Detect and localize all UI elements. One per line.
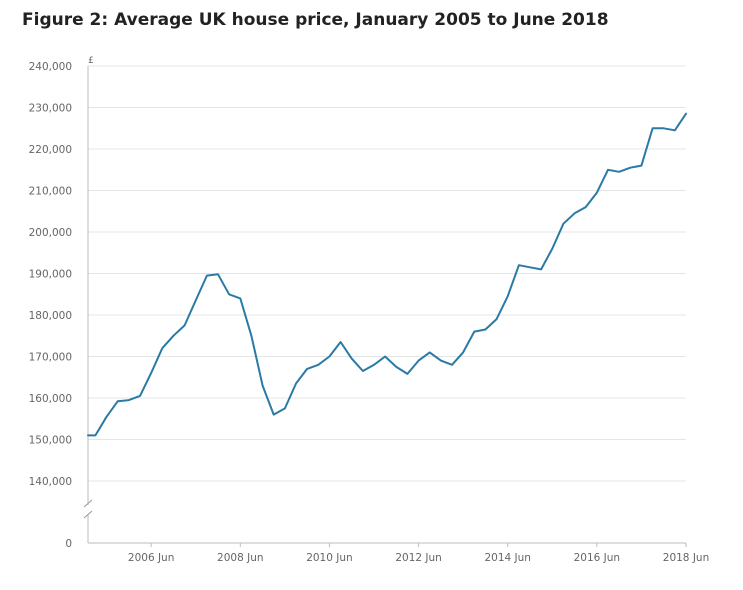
x-tick-label: 2014 Jun <box>484 552 530 564</box>
x-tick-label: 2016 Jun <box>574 552 620 564</box>
y-tick-label: 160,000 <box>29 393 72 405</box>
y-axis-unit-label: £ <box>88 56 94 66</box>
y-tick-label: 0 <box>65 538 72 550</box>
y-tick-label: 150,000 <box>29 435 72 447</box>
chart-title: Figure 2: Average UK house price, Januar… <box>22 10 609 30</box>
x-tick-label: 2006 Jun <box>128 552 174 564</box>
y-tick-label: 230,000 <box>29 103 72 115</box>
x-tick-label: 2010 Jun <box>306 552 352 564</box>
y-tick-label: 210,000 <box>29 186 72 198</box>
y-tick-label: 140,000 <box>29 476 72 488</box>
axis-break-mark <box>83 499 93 508</box>
x-tick-label: 2008 Jun <box>217 552 263 564</box>
y-tick-label: 180,000 <box>29 310 72 322</box>
x-tick-label: 2018 Jun <box>663 552 709 564</box>
y-tick-label: 220,000 <box>29 144 72 156</box>
y-tick-label: 200,000 <box>29 227 72 239</box>
axis-break-mark <box>83 510 93 519</box>
y-tick-label: 240,000 <box>29 61 72 73</box>
series-line <box>87 112 687 437</box>
y-tick-label: 190,000 <box>29 269 72 281</box>
y-tick-label: 170,000 <box>29 352 72 364</box>
x-tick-label: 2012 Jun <box>395 552 441 564</box>
